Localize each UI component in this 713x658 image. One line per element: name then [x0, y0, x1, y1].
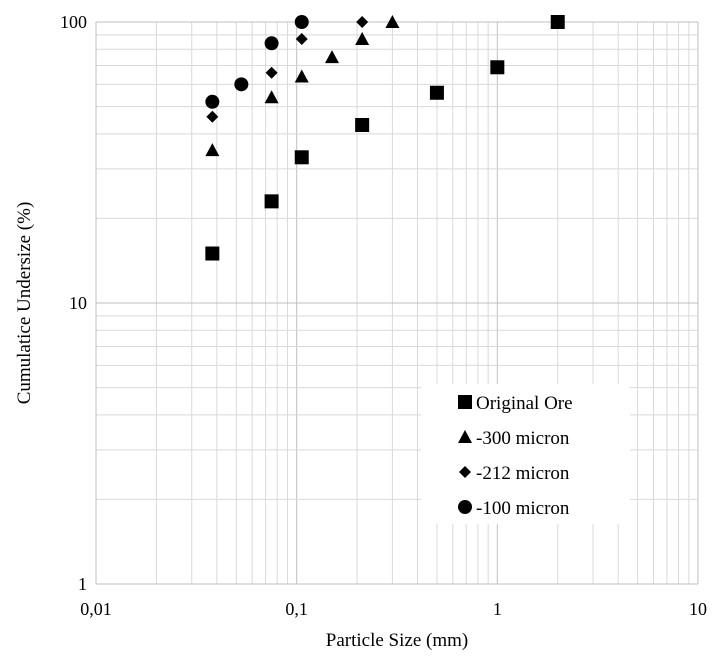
x-tick-label: 10	[689, 599, 707, 619]
y-tick-label: 100	[60, 12, 87, 32]
series-square	[205, 15, 565, 261]
triangle-point	[294, 69, 309, 83]
diamond-point	[206, 110, 219, 123]
diamond-point	[356, 16, 369, 28]
legend-marker-diamond	[459, 466, 471, 478]
square-point	[550, 15, 565, 29]
legend-label: -300 micron	[476, 428, 570, 449]
diamond-point	[265, 66, 278, 79]
legend-item: Original Ore	[458, 393, 573, 414]
legend-marker-square	[458, 395, 472, 409]
triangle-point	[355, 31, 370, 45]
diamond-point	[295, 32, 308, 45]
x-tick-label: 0,1	[285, 599, 308, 619]
series-diamond	[206, 16, 369, 123]
legend-item: -212 micron	[459, 463, 570, 484]
triangle-point	[325, 50, 340, 64]
x-tick-label: 0,01	[80, 599, 112, 619]
legend-label: -100 micron	[476, 498, 570, 519]
legend-marker-circle	[458, 500, 472, 514]
y-tick-label: 1	[78, 574, 87, 594]
circle-point	[264, 36, 279, 51]
circle-point	[205, 94, 220, 109]
legend-marker-triangle	[458, 430, 472, 443]
legend-box	[421, 384, 630, 524]
series-triangle	[205, 15, 400, 157]
x-axis-title: Particle Size (mm)	[326, 630, 468, 651]
legend-label: Original Ore	[476, 393, 573, 414]
legend: Original Ore -300 micron -212 micron -100 m…	[421, 384, 630, 524]
series-circle	[205, 15, 309, 109]
triangle-point	[264, 90, 279, 104]
square-point	[355, 117, 370, 132]
square-point	[294, 150, 309, 165]
data-points	[205, 15, 565, 261]
legend-label: -212 micron	[476, 463, 570, 484]
triangle-point	[385, 15, 400, 28]
square-point	[205, 246, 220, 261]
square-point	[490, 60, 505, 75]
legend-item: -300 micron	[458, 428, 570, 449]
legend-item: -100 micron	[458, 498, 570, 519]
y-axis-title: Cumulatice Undersize (%)	[14, 202, 35, 405]
y-tick-label: 10	[69, 293, 87, 313]
tick-labels: 0,01 0,1 1 10 1 10 100	[60, 12, 707, 619]
circle-point	[294, 15, 309, 29]
triangle-point	[205, 143, 220, 157]
square-point	[264, 194, 279, 209]
circle-point	[234, 77, 249, 92]
x-tick-label: 1	[493, 599, 502, 619]
square-point	[429, 85, 444, 100]
